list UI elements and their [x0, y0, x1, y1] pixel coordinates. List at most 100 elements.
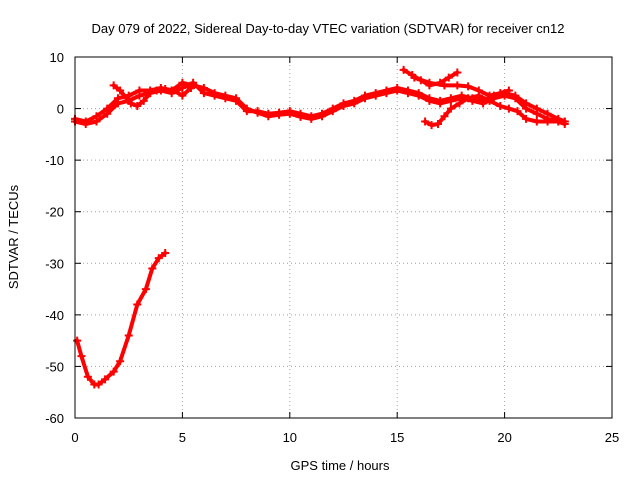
data-point: [232, 94, 241, 103]
data-point: [122, 94, 131, 103]
data-point: [221, 91, 230, 100]
y-tick-label: 0: [57, 102, 64, 117]
data-point: [513, 107, 522, 116]
data-point: [92, 112, 101, 121]
x-tick-label: 15: [390, 430, 404, 445]
data-point: [440, 112, 449, 121]
data-point: [479, 99, 488, 108]
data-point: [393, 86, 402, 95]
data-point: [511, 94, 520, 103]
data-point: [253, 108, 262, 117]
data-point: [446, 104, 455, 113]
y-tick-label: 10: [50, 50, 64, 65]
data-point: [440, 81, 449, 90]
data-point: [496, 101, 505, 110]
data-point: [307, 114, 316, 123]
data-point: [474, 91, 483, 100]
data-point: [560, 117, 569, 126]
data-point: [210, 89, 219, 98]
data-point: [496, 89, 505, 98]
series-group: [71, 65, 569, 389]
data-point: [425, 78, 434, 87]
data-point: [133, 300, 142, 309]
data-point: [421, 117, 430, 126]
y-tick-label: -40: [45, 308, 64, 323]
data-point: [103, 104, 112, 113]
data-point: [242, 104, 251, 113]
data-point: [464, 82, 473, 91]
data-point: [444, 73, 453, 82]
x-tick-label: 20: [497, 430, 511, 445]
data-point: [186, 83, 195, 92]
x-tick-label: 0: [71, 430, 78, 445]
data-point: [453, 81, 462, 90]
data-point: [485, 96, 494, 105]
data-point: [339, 101, 348, 110]
data-point: [403, 89, 412, 98]
data-point: [154, 254, 163, 263]
data-point: [148, 264, 157, 273]
data-point: [133, 101, 142, 110]
data-point: [543, 117, 552, 126]
data-point: [410, 73, 419, 82]
data-point: [455, 99, 464, 108]
data-point: [318, 112, 327, 121]
plot-frame: [74, 56, 613, 419]
chart-title: Day 079 of 2022, Sidereal Day-to-day VTE…: [91, 21, 564, 36]
data-point: [522, 104, 531, 113]
data-point: [101, 375, 110, 384]
data-point: [436, 99, 445, 108]
data-point: [504, 86, 513, 95]
axis-ticks: 0 5 10 15 20 25 10 0 -10 -20 -30 -40 -50 -60: [45, 50, 619, 445]
y-tick-label: -60: [45, 411, 64, 426]
data-point: [161, 84, 170, 93]
data-point: [264, 112, 273, 121]
data-point: [360, 94, 369, 103]
data-point: [124, 331, 133, 340]
data-point: [109, 367, 118, 376]
data-point: [275, 110, 284, 119]
data-point: [139, 96, 148, 105]
y-tick-label: -30: [45, 256, 64, 271]
data-point: [522, 114, 531, 123]
data-point: [141, 285, 150, 294]
data-point: [94, 380, 103, 389]
data-point: [446, 96, 455, 105]
data-point: [152, 86, 161, 95]
data-point: [464, 94, 473, 103]
data-point: [169, 86, 178, 95]
data-point: [113, 94, 122, 103]
data-point: [399, 65, 408, 74]
data-point: [116, 357, 125, 366]
data-point: [296, 112, 305, 121]
series-line-arc-low: [75, 251, 168, 387]
data-point: [427, 121, 436, 130]
data-point: [532, 109, 541, 118]
data-point: [434, 120, 443, 129]
data-point: [146, 89, 155, 98]
data-point: [178, 91, 187, 100]
data-point: [116, 86, 125, 95]
x-tick-label: 10: [283, 430, 297, 445]
data-point: [178, 78, 187, 87]
data-point: [81, 117, 90, 126]
y-tick-label: -20: [45, 205, 64, 220]
y-axis-label: SDTVAR / TECUs: [6, 184, 21, 289]
data-point: [371, 91, 380, 100]
data-point: [328, 107, 337, 116]
data-point: [199, 83, 208, 92]
data-point: [135, 86, 144, 95]
data-point: [77, 352, 86, 361]
data-point: [161, 248, 170, 257]
data-point: [350, 99, 359, 108]
data-point: [73, 336, 82, 345]
data-point: [425, 96, 434, 105]
data-point: [285, 109, 294, 118]
data-point: [532, 117, 541, 126]
data-point: [83, 372, 92, 381]
data-point: [453, 68, 462, 77]
data-point: [109, 81, 118, 90]
data-point: [414, 91, 423, 100]
